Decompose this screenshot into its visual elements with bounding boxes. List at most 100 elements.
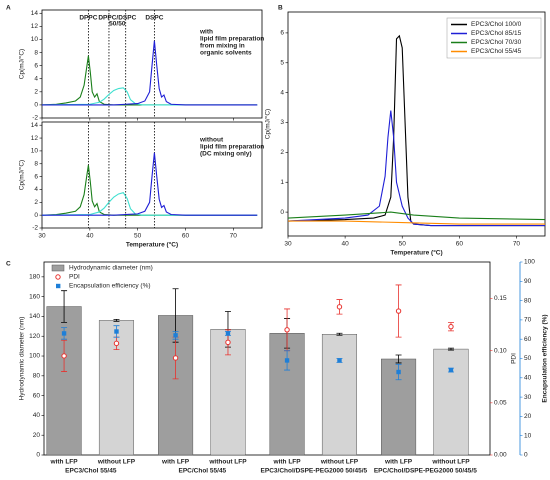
x-tick-label: 40 [341, 241, 349, 248]
x-tick-label: 60 [182, 233, 190, 240]
y-tick-label: 1 [280, 179, 284, 186]
plot-frame [287, 11, 546, 237]
y-tick-label: 180 [29, 274, 40, 281]
x-tick-label: without LFP [97, 459, 136, 466]
panel-label: A [6, 5, 11, 12]
legend-label: EPC3/Chol 70/30 [471, 39, 522, 46]
x-tick-label: 50 [399, 241, 407, 248]
x-tick-label: 40 [86, 233, 94, 240]
y3-tick-label: 80 [524, 297, 532, 304]
y3-tick-label: 100 [524, 259, 535, 266]
y-tick-label: 140 [29, 313, 40, 320]
data-line [41, 192, 258, 216]
y-tick-label: 40 [33, 412, 41, 419]
panel-label: C [6, 261, 11, 268]
y-tick-label: 12 [31, 135, 39, 142]
y-tick-label: -2 [32, 115, 38, 122]
y-tick-label: 0 [34, 212, 38, 219]
y3-axis-label: Encapsulation efficiency (%) [542, 314, 549, 402]
pdi-marker [172, 355, 179, 361]
y-tick-label: 6 [280, 30, 284, 37]
y-axis-label: Cp(mJ/°C) [18, 49, 26, 79]
data-line [287, 34, 545, 227]
data-line [287, 110, 545, 227]
ee-marker [114, 329, 119, 334]
error-bar [336, 332, 343, 336]
annotation: from mixing in [200, 43, 245, 50]
y-tick-label: 14 [31, 10, 39, 17]
x-tick-label: without LFP [431, 459, 470, 466]
y2-tick-label: 0.10 [494, 347, 507, 354]
annotation: lipid film preparation [200, 36, 264, 43]
y-tick-label: 2 [34, 89, 38, 96]
y-tick-label: 10 [31, 36, 39, 43]
pdi-marker [448, 323, 454, 330]
legend-label: Hydrodynamic diameter (nm) [69, 265, 153, 272]
x-tick-label: 60 [456, 241, 464, 248]
y2-tick-label: 0.15 [494, 295, 507, 302]
y-tick-label: 3 [280, 119, 284, 126]
y-tick-label: 20 [33, 432, 41, 439]
ee-marker [284, 358, 290, 363]
plot-frame [41, 121, 263, 229]
error-bar [447, 347, 454, 351]
y3-tick-label: 70 [524, 317, 532, 324]
annotation: organic solvents [200, 50, 252, 57]
x-tick-label: without LFP [208, 459, 247, 466]
ee-marker [396, 369, 401, 375]
plot-frame [41, 9, 263, 119]
y-axis-label: Hydrodynamic diameter (nm) [19, 317, 26, 401]
legend-label: EPC3/Chol 100/0 [471, 21, 522, 28]
annotation: (DC mixing only) [200, 151, 252, 158]
y-axis-label: Cp(mJ/°C) [264, 109, 272, 139]
annotation: without [199, 137, 224, 144]
y-tick-label: 80 [33, 373, 41, 380]
y3-tick-label: 10 [524, 432, 532, 439]
legend-label: Encapsulation efficiency (%) [69, 283, 151, 290]
error-bar [395, 354, 402, 364]
group-label: EPC3/Chol 55/45 [65, 468, 117, 475]
y-tick-label: 6 [34, 173, 38, 180]
y-tick-label: 0 [280, 209, 284, 216]
pdi-marker [225, 339, 231, 346]
panel-label: B [278, 5, 283, 12]
y3-tick-label: 90 [524, 278, 532, 285]
y-tick-label: -2 [32, 225, 38, 232]
ee-marker [225, 331, 231, 336]
legend-swatch [56, 283, 61, 289]
group-label: EPC3/Chol/DSPE-PEG2000 50/45/5 [261, 468, 368, 475]
annotation: with [199, 29, 213, 36]
pdi-marker [61, 353, 67, 359]
y3-tick-label: 0 [524, 452, 528, 459]
y2-tick-label: 0.05 [494, 400, 507, 407]
pdi-marker [113, 340, 120, 347]
y-tick-label: 60 [33, 392, 41, 399]
error-bar [61, 290, 68, 323]
bar [321, 334, 358, 456]
data-line [41, 164, 258, 216]
y2-axis-label: PDI [511, 353, 518, 364]
x-tick-label: with LFP [273, 459, 302, 466]
peak-label: DPPC/DSPC [98, 15, 136, 22]
bar [433, 348, 469, 456]
legend-label: PDI [69, 274, 80, 281]
y-tick-label: 0 [36, 452, 40, 459]
pdi-marker [395, 308, 402, 314]
legend-label: EPC3/Chol 85/15 [471, 30, 522, 37]
y-tick-label: 2 [34, 199, 38, 206]
x-tick-label: 70 [513, 241, 521, 248]
y-tick-label: 8 [34, 49, 38, 56]
group-label: EPC/Chol 55/45 [178, 468, 226, 475]
y-tick-label: 100 [29, 353, 40, 360]
y-tick-label: 12 [31, 23, 39, 30]
x-tick-label: with LFP [384, 459, 413, 466]
y-tick-label: 4 [34, 186, 38, 193]
data-line [41, 55, 258, 106]
pdi-marker [336, 304, 343, 310]
x-tick-label: 30 [284, 241, 292, 248]
ee-marker [173, 333, 178, 338]
x-axis-label: Temperature (°C) [126, 241, 178, 249]
ee-marker [448, 367, 454, 373]
data-line [42, 40, 258, 106]
